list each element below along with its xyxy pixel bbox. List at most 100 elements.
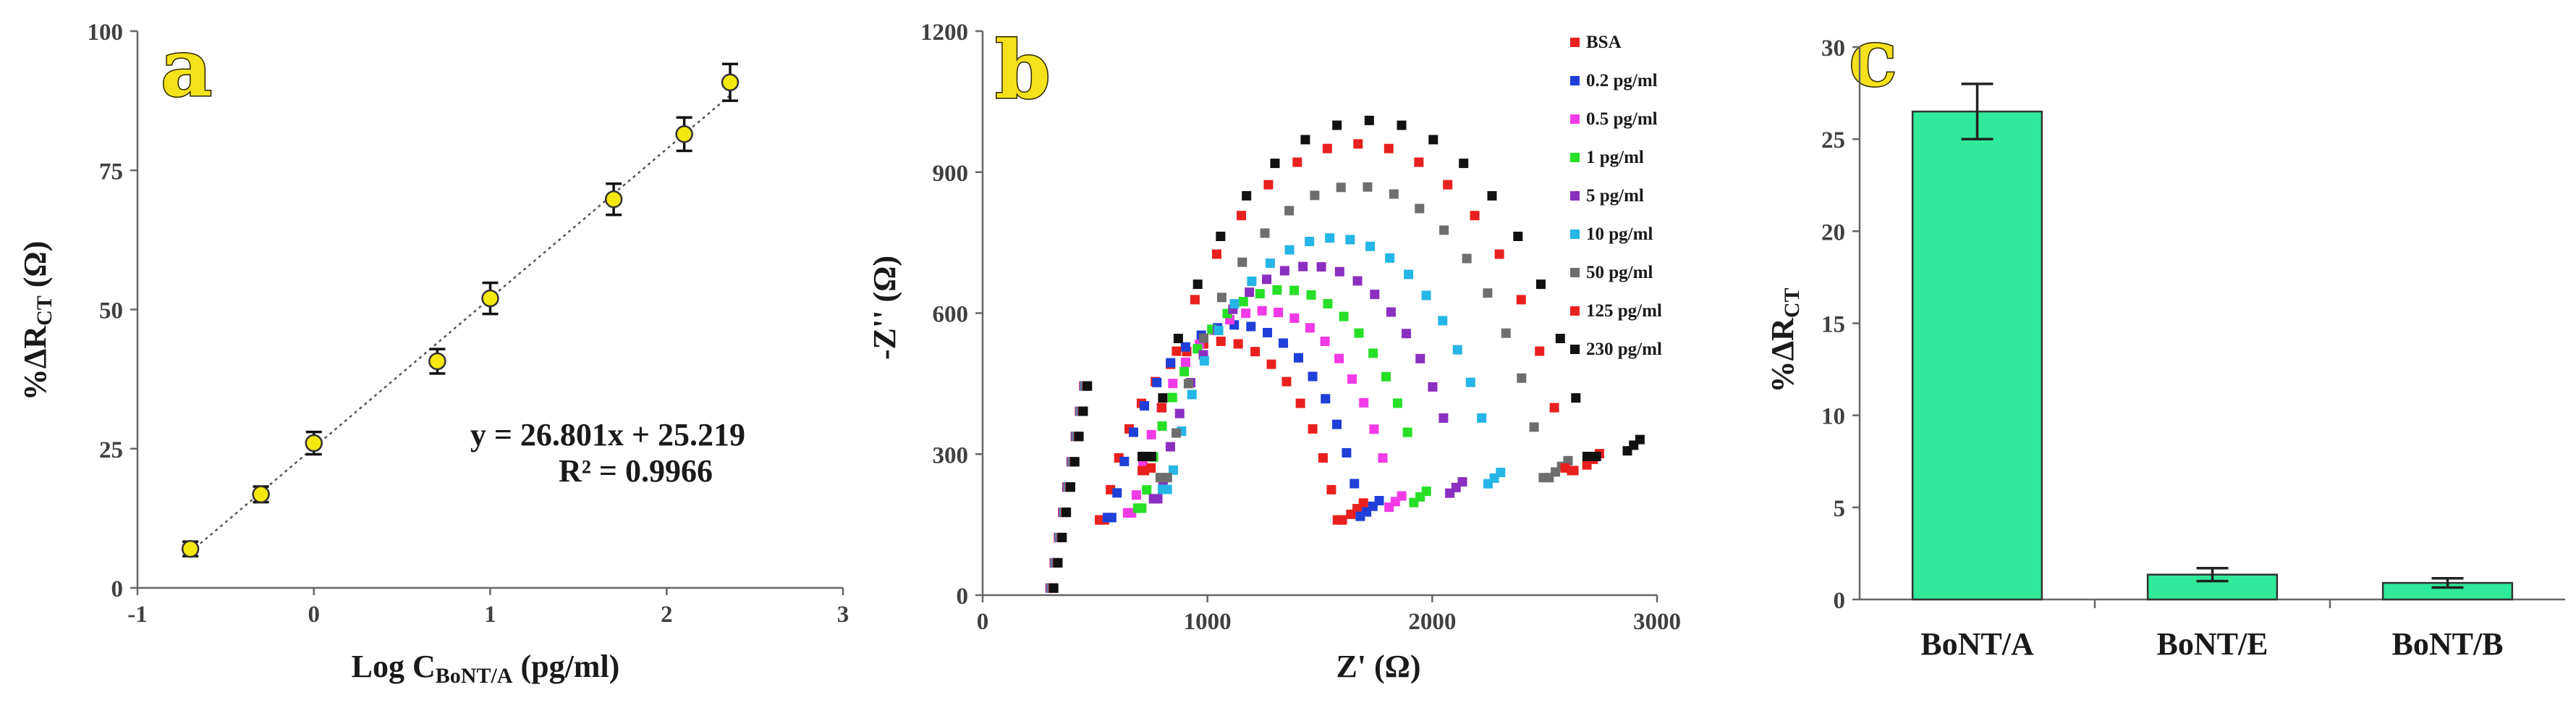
data-point	[1246, 321, 1256, 332]
data-point	[1284, 206, 1295, 216]
panel-c-y-tick-label: 15	[1821, 312, 1845, 338]
data-point	[604, 190, 623, 209]
panel-a-y-tick-label: 100	[88, 20, 124, 46]
data-point	[1173, 334, 1183, 344]
r-squared-label: R² = 0.9966	[559, 453, 713, 489]
panel-b: b 0 1000 2000 3000 0 300 600 900 1200 BSA 0.2 pg/…	[867, 20, 1681, 684]
panel-b-x-tick-label: 1000	[1184, 609, 1232, 635]
legend-swatch	[1570, 191, 1580, 201]
legend-swatch	[1570, 345, 1580, 354]
data-point	[1168, 465, 1178, 475]
data-point	[1057, 532, 1067, 542]
data-point	[1571, 393, 1581, 403]
data-point	[1323, 299, 1333, 309]
trendline	[190, 94, 731, 553]
data-point	[1216, 336, 1226, 346]
panel-c-y-tick-label: 10	[1821, 404, 1845, 430]
data-point	[1270, 159, 1280, 169]
panel-a-x-tick-label: 2	[661, 602, 673, 628]
data-point	[1334, 266, 1344, 277]
data-point	[1374, 496, 1384, 506]
data-point	[1459, 159, 1469, 169]
category-label: BoNT/A	[1920, 626, 2034, 662]
data-point	[1368, 348, 1378, 358]
data-point	[1131, 490, 1141, 500]
data-point	[1119, 456, 1130, 466]
data-point	[1266, 359, 1276, 369]
panel-a-y-tick-label: 75	[99, 159, 123, 185]
panel-c-y-tick-label: 20	[1821, 219, 1845, 245]
data-point	[1153, 494, 1163, 504]
data-point	[1378, 453, 1388, 463]
data-point	[1048, 583, 1059, 593]
data-point	[1298, 261, 1308, 271]
panel-a-x-tick-label: 1	[484, 602, 496, 628]
data-point	[1421, 487, 1431, 497]
series-1-pg-ml	[1046, 285, 1431, 593]
svg-text:b: b	[995, 23, 1051, 117]
data-point	[1358, 498, 1368, 508]
data-point	[721, 73, 740, 91]
data-point	[1334, 353, 1344, 363]
data-point	[1386, 307, 1396, 317]
data-point	[1332, 120, 1342, 130]
data-point	[1279, 266, 1289, 276]
panel-a-y-tick-label: 50	[99, 298, 123, 324]
data-point	[1279, 338, 1289, 348]
legend-label: 1 pg/ml	[1586, 148, 1644, 167]
data-point	[1179, 366, 1190, 376]
category-label: BoNT/E	[2156, 626, 2268, 662]
data-point	[1128, 427, 1138, 437]
panel-a-x-tick-label: -1	[127, 602, 148, 628]
series-0-2-pg-ml	[1046, 320, 1384, 593]
legend-label: 230 pg/ml	[1586, 340, 1662, 359]
data-point	[1165, 442, 1175, 452]
data-point	[1364, 115, 1374, 125]
data-point	[1074, 432, 1084, 442]
data-point	[1172, 346, 1182, 356]
data-point	[1347, 374, 1357, 384]
data-point	[1352, 276, 1363, 286]
data-point	[1216, 292, 1226, 303]
data-point	[1370, 290, 1380, 300]
panel-c-y-tick-label: 25	[1821, 127, 1845, 153]
data-point	[1257, 306, 1267, 316]
panel-c-letter: c	[1848, 10, 1899, 106]
data-point	[1462, 253, 1472, 264]
data-point	[1308, 371, 1318, 382]
legend-label: 125 pg/ml	[1586, 301, 1662, 321]
data-point	[1167, 392, 1177, 403]
data-point	[1402, 427, 1412, 437]
data-point	[1263, 327, 1273, 337]
data-point	[1477, 413, 1487, 423]
data-point	[1555, 334, 1565, 344]
data-point	[1272, 285, 1282, 295]
data-point	[1384, 143, 1394, 153]
data-point	[1342, 447, 1352, 458]
data-point	[1241, 308, 1251, 319]
panel-a-x-axis-label: Log CBoNT/A (pg/ml)	[352, 649, 620, 688]
data-point	[1284, 245, 1295, 255]
data-point	[1281, 376, 1292, 387]
data-point	[1310, 190, 1320, 201]
data-point	[1354, 328, 1364, 338]
data-point	[1262, 274, 1272, 285]
data-point	[1174, 408, 1185, 418]
legend-swatch	[1570, 268, 1580, 277]
data-point	[1316, 262, 1326, 272]
data-point	[1326, 484, 1336, 494]
data-point	[1238, 297, 1248, 307]
data-point	[1470, 211, 1480, 221]
data-point	[1308, 424, 1318, 434]
data-point	[1168, 379, 1178, 389]
data-point	[1233, 339, 1243, 349]
data-point	[1192, 279, 1203, 290]
data-point	[1428, 135, 1439, 145]
legend-swatch	[1570, 114, 1580, 124]
legend-label: 5 pg/ml	[1586, 186, 1644, 206]
data-point	[1158, 393, 1168, 403]
data-point	[1146, 463, 1156, 473]
data-point	[1439, 225, 1449, 235]
data-point	[1062, 508, 1072, 518]
